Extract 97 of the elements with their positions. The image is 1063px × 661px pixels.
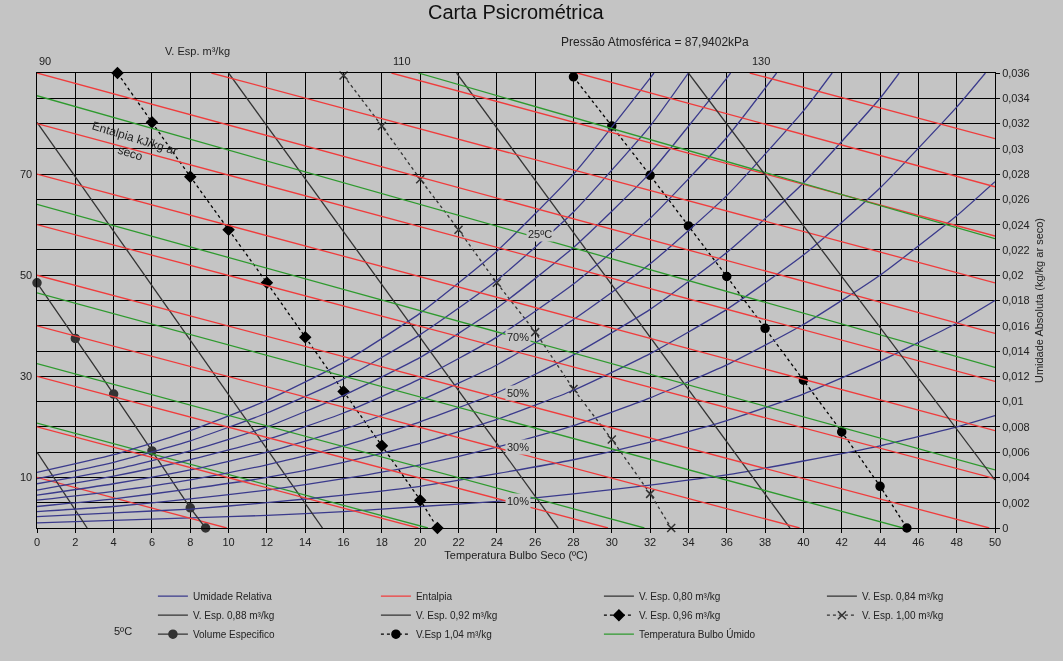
y-tick-label: 0,008 xyxy=(1002,420,1030,433)
annotation: 110 xyxy=(393,55,411,67)
x-tick-label: 0 xyxy=(33,536,41,549)
point xyxy=(568,72,579,82)
text: V. Esp. m³/kg xyxy=(165,45,231,57)
point xyxy=(377,121,387,131)
legend-label: V. Esp. 1,00 m³/kg xyxy=(861,610,944,622)
y-tick-label: 0,01 xyxy=(1002,395,1024,408)
x-tick-label: 16 xyxy=(337,536,350,549)
legend-label: Volume Especifico xyxy=(192,629,276,641)
y-tick-label: 0,02 xyxy=(1002,269,1024,282)
legend-label: Entalpia xyxy=(415,591,453,603)
text: 5ºC xyxy=(114,625,133,637)
y-tick-label: 0,024 xyxy=(1002,218,1030,231)
point xyxy=(200,523,211,533)
annotation: 50% xyxy=(507,387,530,399)
x-tick-label: 10 xyxy=(222,536,235,549)
annotation: 70 xyxy=(20,168,33,180)
y-tick-label: 0,016 xyxy=(1002,319,1030,332)
y-tick-label: 0,014 xyxy=(1002,344,1030,357)
y-tick-label: 0,012 xyxy=(1002,370,1030,383)
x-tick-label: 22 xyxy=(452,536,465,549)
annotation: 25ºC xyxy=(528,228,553,240)
y-tick-label: 0,026 xyxy=(1002,193,1030,206)
legend-label: V. Esp. 0,80 m³/kg xyxy=(638,591,721,603)
x-tick-label: 8 xyxy=(187,536,194,549)
annotation: 50 xyxy=(20,269,33,281)
y-tick-label: 0,022 xyxy=(1002,243,1030,256)
point xyxy=(184,170,197,183)
x-tick-label: 14 xyxy=(299,536,312,549)
y-tick-label: 0,034 xyxy=(1002,92,1030,105)
x-tick-label: 36 xyxy=(720,536,733,549)
legend-label: V. Esp. 0,96 m³/kg xyxy=(638,610,721,622)
point xyxy=(453,224,464,235)
point xyxy=(666,523,676,533)
x-tick-label: 32 xyxy=(643,536,657,549)
annotation: 70% xyxy=(507,331,530,343)
y-tick-label: 0 xyxy=(1002,521,1009,534)
y-tick-label: 0,028 xyxy=(1002,167,1030,180)
x-tick-label: 6 xyxy=(148,536,156,549)
annotation: 130 xyxy=(752,55,771,67)
annotation: 10 xyxy=(20,471,33,483)
y-tick-label: 0,006 xyxy=(1002,446,1030,459)
x-tick-label: 4 xyxy=(110,536,117,549)
chart-subtitle: Pressão Atmosférica = 87,9402kPa xyxy=(561,35,750,49)
chart-title: Carta Psicrométrica xyxy=(428,1,605,23)
point xyxy=(260,276,273,289)
x-tick-label: 44 xyxy=(873,536,887,549)
x-tick-label: 30 xyxy=(605,536,618,549)
point xyxy=(568,384,579,394)
legend-label: V. Esp. 0,84 m³/kg xyxy=(861,591,944,603)
point xyxy=(492,278,502,288)
x-axis-title: Temperatura Bulbo Seco (ºC) xyxy=(444,549,588,562)
x-tick-label: 26 xyxy=(529,536,542,549)
legend-label: Temperatura Bulbo Úmido xyxy=(638,628,756,641)
point xyxy=(760,323,770,334)
point xyxy=(299,331,312,344)
annotation: 30% xyxy=(507,441,530,453)
point xyxy=(875,481,885,492)
x-tick-label: 40 xyxy=(797,536,810,549)
annotation: 30 xyxy=(20,370,33,382)
x-tick-label: 46 xyxy=(912,536,925,549)
legend-label: V.Esp 1,04 m³/kg xyxy=(415,629,492,641)
point xyxy=(337,385,350,398)
x-tick-label: 2 xyxy=(72,536,79,549)
point xyxy=(415,174,425,184)
y-tick-label: 0,032 xyxy=(1002,117,1030,130)
legend-label: V. Esp. 0,92 m³/kg xyxy=(415,610,498,622)
point xyxy=(414,494,427,507)
y-tick-label: 0,018 xyxy=(1002,294,1030,307)
point xyxy=(375,439,388,452)
x-tick-label: 18 xyxy=(375,536,389,549)
point xyxy=(530,327,540,337)
x-tick-label: 20 xyxy=(414,536,427,549)
y-tick-label: 0,03 xyxy=(1002,142,1024,155)
point xyxy=(338,70,349,81)
point xyxy=(722,271,732,282)
x-tick-label: 12 xyxy=(260,536,274,549)
point xyxy=(645,489,655,499)
legend-label: V. Esp. 0,88 m³/kg xyxy=(192,610,275,622)
point xyxy=(146,116,158,129)
x-tick-label: 38 xyxy=(758,536,772,549)
y-tick-label: 0,036 xyxy=(1002,66,1030,79)
point xyxy=(607,434,617,445)
annotation: 90 xyxy=(39,55,52,67)
y-axis-title: Umidade Absoluta (kg/kg ar seco) xyxy=(1032,217,1045,384)
point xyxy=(836,427,847,437)
y-tick-label: 0,002 xyxy=(1002,496,1030,509)
x-tick-label: 34 xyxy=(682,536,695,549)
x-tick-label: 50 xyxy=(988,536,1002,549)
x-tick-label: 48 xyxy=(950,536,963,549)
x-tick-label: 28 xyxy=(567,536,580,549)
y-tick-label: 0,004 xyxy=(1002,471,1030,484)
annotation: 10% xyxy=(507,495,530,507)
legend-label: Umidade Relativa xyxy=(192,591,273,603)
x-tick-label: 24 xyxy=(490,536,503,549)
x-tick-label: 42 xyxy=(835,536,848,549)
